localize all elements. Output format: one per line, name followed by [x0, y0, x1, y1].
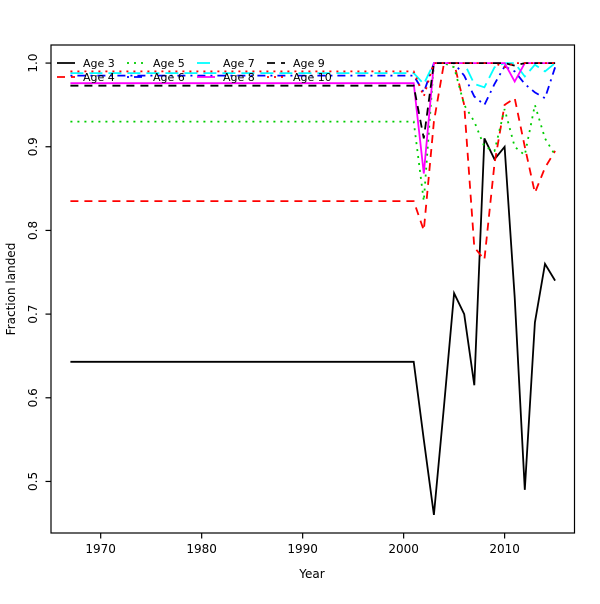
y-tick-label-0.5: 0.5 — [26, 472, 40, 491]
legend-label-age-6: Age 6 — [153, 71, 185, 84]
legend-label-age-3: Age 3 — [83, 57, 115, 70]
series-age-9-line — [70, 62, 556, 139]
plot-box — [50, 44, 576, 534]
x-tick-label-1980: 1980 — [186, 542, 217, 556]
y-tick-label-0.6: 0.6 — [26, 388, 40, 407]
y-tick-label-0.9: 0.9 — [26, 137, 40, 156]
legend-label-age-7: Age 7 — [223, 57, 255, 70]
y-tick-label-0.7: 0.7 — [26, 305, 40, 324]
y-tick-label-1: 1.0 — [26, 54, 40, 73]
x-axis-title: Year — [298, 567, 324, 581]
series-age-3-line — [70, 138, 556, 516]
y-axis-title: Fraction landed — [4, 243, 18, 336]
legend-label-age-9: Age 9 — [293, 57, 325, 70]
x-tick-label-2000: 2000 — [388, 542, 419, 556]
x-tick-label-1970: 1970 — [85, 542, 116, 556]
legend-label-age-4: Age 4 — [83, 71, 115, 84]
series-age-4-line — [70, 62, 556, 262]
x-tick-label-1990: 1990 — [287, 542, 318, 556]
y-tick-label-0.8: 0.8 — [26, 221, 40, 240]
series-age-7-line — [70, 62, 556, 89]
x-tick-label-2010: 2010 — [489, 542, 520, 556]
legend-label-age-10: Age 10 — [293, 71, 332, 84]
legend-label-age-5: Age 5 — [153, 57, 185, 70]
legend-label-age-8: Age 8 — [223, 71, 255, 84]
